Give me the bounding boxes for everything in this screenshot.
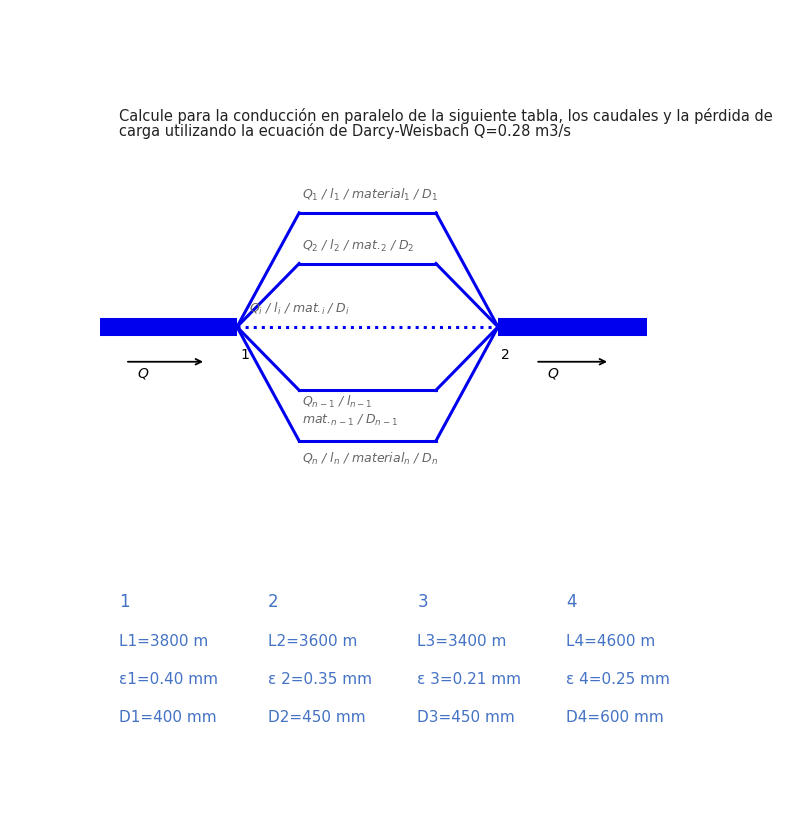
Text: D1=400 mm: D1=400 mm [119,710,217,725]
Text: Q: Q [138,366,148,380]
Text: 1: 1 [119,593,129,611]
Text: 3: 3 [417,593,427,611]
Text: $Q_{n-1}$ / $l_{n-1}$: $Q_{n-1}$ / $l_{n-1}$ [302,393,373,410]
Text: $Q_1$ / $l_1$ / material$_1$ / $D_1$: $Q_1$ / $l_1$ / material$_1$ / $D_1$ [302,187,439,203]
Text: mat.$_{n-1}$ / $D_{n-1}$: mat.$_{n-1}$ / $D_{n-1}$ [302,412,398,427]
Text: $Q_i$ / $l_i$ / mat.$_i$ / $D_i$: $Q_i$ / $l_i$ / mat.$_i$ / $D_i$ [249,301,350,318]
Text: L3=3400 m: L3=3400 m [417,635,507,649]
Text: L4=4600 m: L4=4600 m [566,635,656,649]
Text: ε 2=0.35 mm: ε 2=0.35 mm [268,672,372,687]
Text: $Q_2$ / $l_2$ / mat.$_2$ / $D_2$: $Q_2$ / $l_2$ / mat.$_2$ / $D_2$ [302,238,415,254]
Text: ε1=0.40 mm: ε1=0.40 mm [119,672,218,687]
Text: D2=450 mm: D2=450 mm [268,710,366,725]
Text: D4=600 mm: D4=600 mm [566,710,664,725]
Text: L2=3600 m: L2=3600 m [268,635,358,649]
Text: 2: 2 [268,593,278,611]
Text: Calcule para la conducción en paralelo de la siguiente tabla, los caudales y la : Calcule para la conducción en paralelo d… [119,109,772,124]
Text: 2: 2 [501,347,510,361]
Text: 1: 1 [240,347,249,361]
Text: Q: Q [548,366,559,380]
Text: D3=450 mm: D3=450 mm [417,710,515,725]
Text: 4: 4 [566,593,577,611]
Text: carga utilizando la ecuación de Darcy-Weisbach Q=0.28 m3/s: carga utilizando la ecuación de Darcy-We… [119,123,571,139]
Text: $Q_n$ / $l_n$ / material$_n$ / $D_n$: $Q_n$ / $l_n$ / material$_n$ / $D_n$ [302,450,439,467]
Text: ε 4=0.25 mm: ε 4=0.25 mm [566,672,670,687]
Text: L1=3800 m: L1=3800 m [119,635,209,649]
Text: ε 3=0.21 mm: ε 3=0.21 mm [417,672,521,687]
